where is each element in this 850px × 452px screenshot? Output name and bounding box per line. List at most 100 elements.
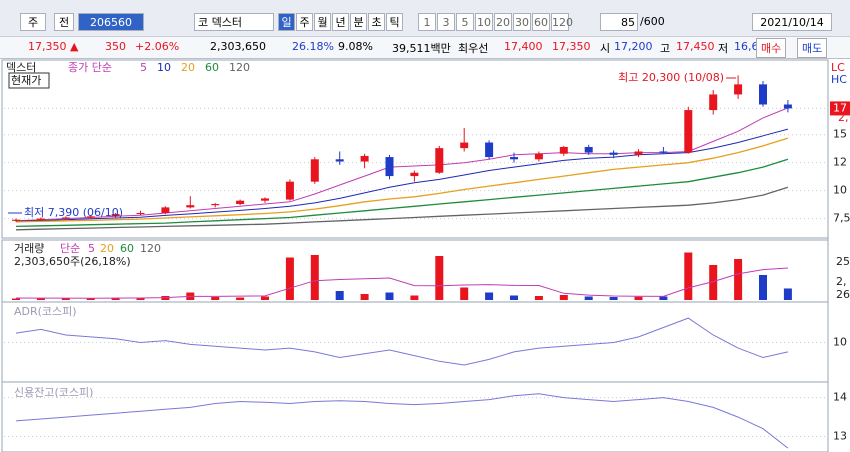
interval-button[interactable]: 1: [418, 13, 436, 31]
y-tick-label: 10: [833, 184, 847, 197]
y-tick-label: 12: [833, 156, 847, 169]
ma-line: [15, 128, 789, 222]
legend-label: 단순: [60, 242, 80, 255]
candle-body: [136, 212, 145, 215]
volume-bar: [435, 256, 444, 300]
corner-label: HC: [831, 73, 847, 86]
volume-bar: [335, 291, 344, 300]
panel-title: 덱스터: [6, 61, 36, 74]
interval-button[interactable]: 5: [456, 13, 474, 31]
indicator-line: [15, 393, 789, 449]
period-button[interactable]: 월: [314, 13, 331, 31]
period-button[interactable]: 주: [296, 13, 313, 31]
volume-bar: [783, 288, 792, 300]
candle-body: [435, 148, 444, 173]
candle-body: [61, 217, 70, 219]
interval-button[interactable]: 120: [551, 13, 573, 31]
y-tick-label: 14: [833, 391, 847, 404]
period-button[interactable]: 분: [350, 13, 367, 31]
ask: 17,400: [504, 40, 543, 53]
price: 17,350 ▲: [28, 40, 79, 53]
candle-body: [12, 219, 20, 221]
interval-button[interactable]: 60: [532, 13, 550, 31]
interval-button[interactable]: 20: [494, 13, 512, 31]
panel-title: ADR(코스피): [14, 305, 77, 318]
buy-button[interactable]: 매수: [756, 38, 787, 58]
volume: 2,303,650: [210, 40, 266, 53]
axis-fragment: 25: [836, 255, 850, 268]
date-input[interactable]: 2021/10/14: [752, 13, 832, 31]
legend-item: 60: [120, 242, 134, 255]
sell-button[interactable]: 매도: [797, 38, 828, 58]
low-note: 최저 7,390 (06/10): [24, 206, 123, 219]
volume-bar: [385, 292, 394, 300]
volume-bar: [734, 259, 743, 300]
volume-bar: [36, 298, 45, 300]
volume-bar: [261, 296, 269, 300]
candle-body: [485, 142, 494, 158]
stock-name[interactable]: 코 덱스터: [194, 13, 274, 31]
ma-line: [15, 158, 789, 228]
candle-body: [734, 84, 743, 95]
market-select[interactable]: 주: [20, 13, 46, 31]
quote-type[interactable]: 전: [54, 13, 74, 31]
volume-bar: [360, 294, 369, 300]
volume-bar: [609, 297, 618, 300]
volume-bar: [285, 257, 294, 300]
candle-body: [510, 157, 518, 160]
volume-bar: [111, 297, 120, 300]
count-max: /600: [640, 15, 665, 28]
interval-button[interactable]: 30: [513, 13, 531, 31]
period-button[interactable]: 년: [332, 13, 349, 31]
best-label: 최우선: [458, 42, 489, 55]
candle-body: [360, 155, 369, 162]
candle-body: [236, 200, 245, 205]
period-button[interactable]: 틱: [386, 13, 403, 31]
interval-button[interactable]: 3: [437, 13, 455, 31]
volume-bar: [534, 296, 543, 300]
candle-body: [86, 216, 95, 218]
candle-body: [783, 104, 792, 109]
interval-button[interactable]: 10: [475, 13, 493, 31]
volume-bar: [510, 295, 518, 300]
legend-item: 20: [100, 242, 114, 255]
volume-ma-line: [15, 267, 788, 299]
y-tick-label: 7,5: [833, 212, 850, 225]
ma-line: [15, 107, 789, 222]
code-input[interactable]: 206560: [78, 13, 144, 31]
volume-bar: [12, 298, 20, 300]
candle-body: [659, 151, 668, 153]
candle-body: [759, 84, 767, 105]
ratio: 9.08%: [338, 40, 373, 53]
candle-body: [609, 152, 618, 155]
volume-bar: [61, 298, 70, 300]
volume-bar: [410, 295, 419, 300]
amount: 39,511백만: [392, 42, 451, 55]
candle-body: [335, 159, 344, 162]
ma-line: [15, 137, 789, 223]
legend-item: 120: [140, 242, 161, 255]
candle-body: [534, 153, 543, 160]
axis-fragment: 2,: [836, 275, 847, 288]
current-price-box: [830, 101, 850, 116]
period-button[interactable]: 일: [278, 13, 295, 31]
volume-bar: [684, 252, 693, 300]
candle-body: [584, 147, 593, 153]
legend-item: 60: [205, 61, 219, 74]
low-label: 저: [718, 42, 729, 55]
legend-item: 5: [88, 242, 95, 255]
candle-body: [410, 172, 419, 177]
corner-label: LC: [831, 61, 845, 74]
change: 350: [105, 40, 126, 53]
candle-body: [211, 204, 220, 206]
legend-label: 종가 단순: [68, 61, 112, 74]
period-button[interactable]: 초: [368, 13, 385, 31]
high: 17,450: [676, 40, 715, 53]
volume-bar: [86, 298, 95, 300]
count-input[interactable]: 85: [600, 13, 638, 31]
change-pct: +2.06%: [135, 40, 180, 53]
open: 17,200: [614, 40, 653, 53]
axis-fragment: 2,: [838, 111, 849, 124]
candle-body: [709, 94, 718, 111]
